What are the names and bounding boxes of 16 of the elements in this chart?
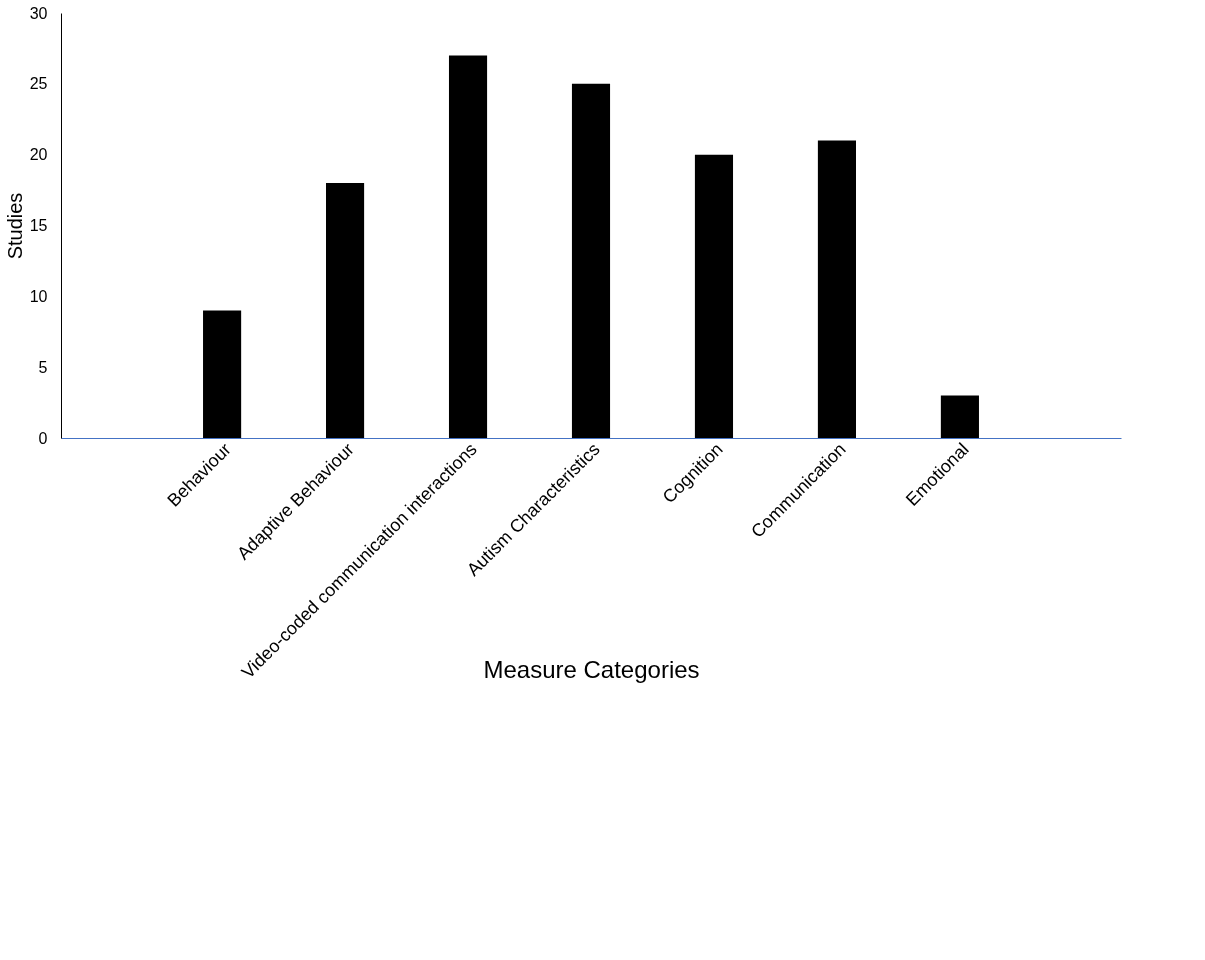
y-tick-label: 5 [38, 358, 48, 376]
bar [203, 310, 242, 438]
y-tick-label: 15 [29, 217, 48, 234]
y-tick-label: 10 [29, 287, 48, 305]
bar [571, 83, 611, 438]
x-axis-title: Measure Categories [483, 655, 700, 683]
bar [448, 55, 488, 438]
bar [817, 140, 856, 438]
y-tick-label: 20 [29, 146, 48, 164]
y-axis-title: Studies [3, 192, 26, 260]
bar [694, 154, 734, 438]
y-tick-label: 0 [38, 429, 48, 447]
y-tick-label: 25 [29, 75, 48, 93]
y-tick-label: 30 [29, 4, 48, 22]
bar [940, 395, 979, 438]
bar [326, 183, 365, 438]
